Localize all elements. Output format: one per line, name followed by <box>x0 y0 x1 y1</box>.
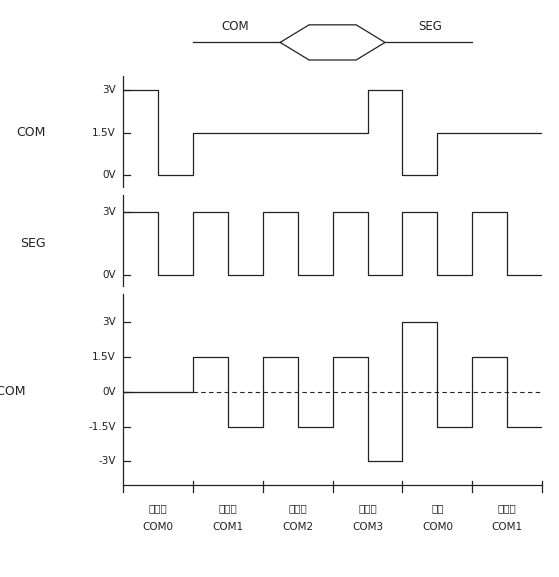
Text: COM0: COM0 <box>143 522 173 532</box>
Text: SEG: SEG <box>21 237 46 250</box>
Text: COM1: COM1 <box>492 522 523 532</box>
Text: 不显示: 不显示 <box>149 503 167 513</box>
Text: 1.5V: 1.5V <box>92 352 116 362</box>
Text: SEG-COM: SEG-COM <box>0 385 25 398</box>
Text: 3V: 3V <box>102 207 116 217</box>
Text: COM1: COM1 <box>212 522 243 532</box>
Text: 3V: 3V <box>102 85 116 95</box>
Text: 0V: 0V <box>102 387 116 397</box>
Text: 0V: 0V <box>102 270 116 280</box>
Text: -3V: -3V <box>98 456 116 466</box>
Text: COM: COM <box>17 126 46 139</box>
Text: COM0: COM0 <box>422 522 453 532</box>
Text: SEG: SEG <box>419 20 442 33</box>
Text: 显示: 显示 <box>431 503 444 513</box>
Text: COM3: COM3 <box>352 522 383 532</box>
Text: 不显示: 不显示 <box>288 503 307 513</box>
Text: -1.5V: -1.5V <box>88 422 116 432</box>
Text: COM2: COM2 <box>282 522 313 532</box>
Text: 不显示: 不显示 <box>219 503 237 513</box>
Text: 不显示: 不显示 <box>498 503 517 513</box>
Text: COM: COM <box>221 20 249 33</box>
Text: 不显示: 不显示 <box>358 503 377 513</box>
Text: 3V: 3V <box>102 317 116 327</box>
Text: 1.5V: 1.5V <box>92 128 116 138</box>
Text: 0V: 0V <box>102 170 116 180</box>
